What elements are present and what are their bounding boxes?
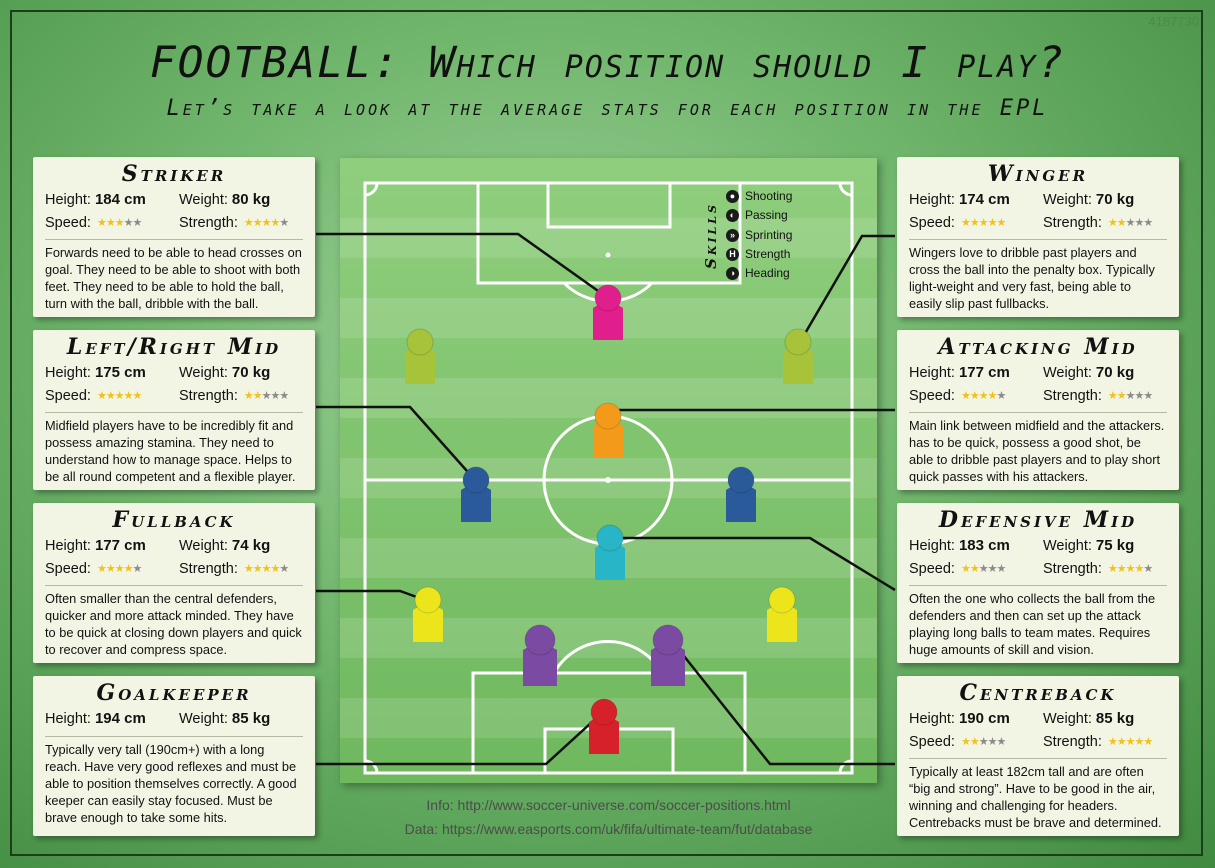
card-title: Defensive Mid	[938, 507, 1138, 533]
card-description: Typically very tall (190cm+) with a long…	[45, 736, 303, 826]
card-title: Left/Right Mid	[66, 334, 282, 360]
card-title: Centreback	[959, 680, 1117, 706]
speed-stars: ★★★★★	[96, 390, 142, 402]
speed-stars: ★★★★★	[960, 390, 1006, 402]
card-title: Fullback	[112, 507, 236, 533]
card-title: Goalkeeper	[96, 680, 252, 706]
speed-stars: ★★★★★	[960, 563, 1006, 575]
card-description: Forwards need to be able to head crosses…	[45, 239, 303, 312]
card-centreback: Centreback Height: 190 cm Weight: 85 kg Spe…	[897, 676, 1179, 836]
dumbbell-icon: H	[726, 247, 739, 261]
card-description: Often the one who collects the ball from…	[909, 585, 1167, 658]
data-source-link[interactable]: Data: https://www.easports.com/uk/fifa/u…	[404, 821, 813, 837]
speed-stars: ★★★★★	[96, 563, 142, 575]
skill-shooting: ● Shooting	[726, 188, 792, 204]
speed-stars: ★★★★★	[96, 217, 142, 229]
skill-sprinting: » Sprinting	[726, 227, 792, 243]
pass-icon: ◐	[726, 208, 739, 222]
card-title: Attacking Mid	[938, 334, 1138, 360]
head-icon: ◑	[726, 266, 739, 280]
image-id: 4187730	[1148, 14, 1199, 29]
speed-stars: ★★★★★	[960, 736, 1006, 748]
speed-stars: ★★★★★	[960, 217, 1006, 229]
card-fullback: Fullback Height: 177 cm Weight: 74 kg Speed…	[33, 503, 315, 663]
strength-stars: ★★★★★	[243, 217, 289, 229]
card-description: Midfield players have to be incredibly f…	[45, 412, 303, 485]
card-description: Often smaller than the central defenders…	[45, 585, 303, 658]
card-striker: Striker Height: 184 cm Weight: 80 kg Speed:…	[33, 157, 315, 317]
info-source-link[interactable]: Info: http://www.soccer-universe.com/soc…	[426, 797, 791, 813]
skills-title: Skills	[702, 202, 720, 270]
strength-stars: ★★★★★	[1107, 563, 1153, 575]
outer-frame	[10, 10, 1203, 856]
card-description: Wingers love to dribble past players and…	[909, 239, 1167, 312]
card-winger: Winger Height: 174 cm Weight: 70 kg Speed: ★…	[897, 157, 1179, 317]
card-description: Typically at least 182cm tall and are of…	[909, 758, 1167, 831]
skill-heading: ◑ Heading	[726, 265, 790, 281]
card-left-right-mid: Left/Right Mid Height: 175 cm Weight: 70 kg…	[33, 330, 315, 490]
page-subtitle: Let’s take a look at the average stats f…	[166, 96, 1049, 121]
skill-strength: H Strength	[726, 246, 790, 262]
strength-stars: ★★★★★	[1107, 390, 1153, 402]
card-goalkeeper: Goalkeeper Height: 194 cm Weight: 85 kg Typ…	[33, 676, 315, 836]
card-title: Winger	[987, 161, 1089, 187]
card-attacking-mid: Attacking Mid Height: 177 cm Weight: 70 kg …	[897, 330, 1179, 490]
skill-passing: ◐ Passing	[726, 207, 788, 223]
page-title: FOOTBALL: Which position should I play?	[149, 38, 1066, 88]
card-defensive-mid: Defensive Mid Height: 183 cm Weight: 75 kg …	[897, 503, 1179, 663]
runner-icon: »	[726, 228, 739, 242]
skills-legend: Skills ● Shooting ◐ Passing » Sprinting H St…	[700, 186, 800, 286]
card-title: Striker	[121, 161, 227, 187]
strength-stars: ★★★★★	[1107, 217, 1153, 229]
strength-stars: ★★★★★	[243, 390, 289, 402]
strength-stars: ★★★★★	[1107, 736, 1153, 748]
card-description: Main link between midfield and the attac…	[909, 412, 1167, 485]
strength-stars: ★★★★★	[243, 563, 289, 575]
ball-icon: ●	[726, 189, 739, 203]
